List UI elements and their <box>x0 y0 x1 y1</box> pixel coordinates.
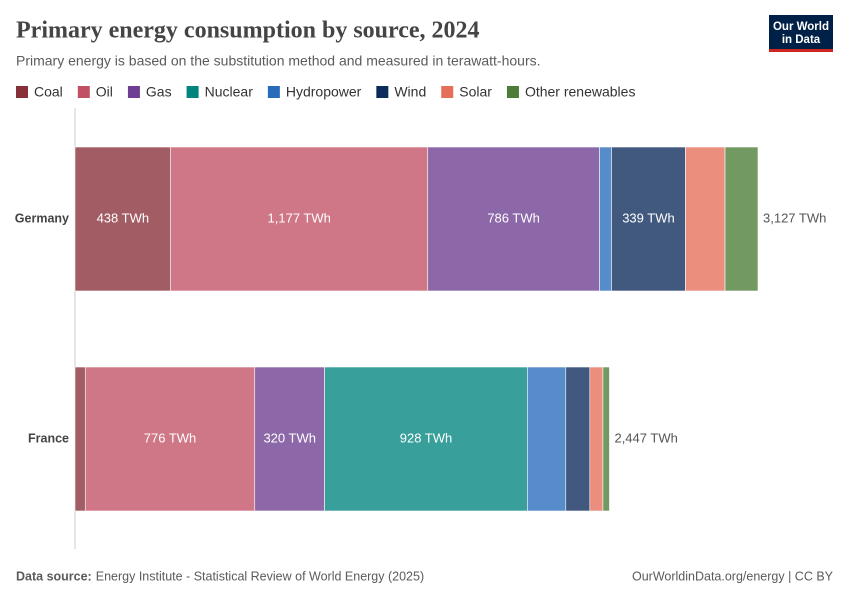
legend-swatch <box>267 86 280 98</box>
bar-segment <box>565 366 591 512</box>
value-label: 776 TWh <box>144 430 197 445</box>
legend-swatch <box>77 86 90 98</box>
legend-label: Coal <box>34 84 63 100</box>
legend-label: Wind <box>394 84 426 100</box>
legend-label: Other renewables <box>525 84 636 100</box>
legend-label: Nuclear <box>205 84 254 100</box>
logo-text[interactable]: Our World <box>773 21 829 33</box>
legend-swatch <box>186 86 199 98</box>
category-label: Germany <box>15 211 69 225</box>
total-label: 3,127 TWh <box>763 210 826 225</box>
source: Energy Institute - Statistical Review of… <box>96 569 424 583</box>
bar-segment <box>724 146 759 292</box>
value-label: 1,177 TWh <box>268 210 331 225</box>
legend-label: Gas <box>146 84 172 100</box>
logo-stripe <box>769 49 833 52</box>
logo[interactable]: Our World in Data <box>769 15 833 52</box>
legend-swatch <box>16 86 28 98</box>
bar-segment <box>589 366 604 512</box>
legend-swatch <box>506 86 519 98</box>
legend-label: Oil <box>96 84 113 100</box>
legend-swatch <box>376 86 389 98</box>
bar-segment <box>602 366 610 512</box>
total-label: 2,447 TWh <box>614 430 677 445</box>
chart-subtitle: Primary energy is based on the substitut… <box>16 53 541 69</box>
legend-swatch <box>441 86 454 98</box>
value-label: 786 TWh <box>487 210 540 225</box>
bar-segment <box>324 366 528 512</box>
credit[interactable]: OurWorldinData.org/energy | CC BY <box>632 569 834 583</box>
bar-segment <box>599 146 612 292</box>
bar-segment <box>254 366 325 512</box>
source-label: Data source: <box>16 569 92 583</box>
legend-swatch <box>127 86 140 98</box>
logo-box[interactable] <box>769 15 833 51</box>
bar-segment <box>74 146 171 292</box>
value-label: 339 TWh <box>622 210 675 225</box>
value-label: 438 TWh <box>97 210 150 225</box>
value-label: 320 TWh <box>263 430 316 445</box>
legend-label: Solar <box>459 84 492 100</box>
bar-segment <box>611 146 686 292</box>
bar-segment <box>170 146 429 292</box>
legend-label: Hydropower <box>286 84 362 100</box>
bar-segment <box>527 366 567 512</box>
bar-segment <box>74 366 86 512</box>
category-label: France <box>28 431 69 445</box>
chart-title: Primary energy consumption by source, 20… <box>16 18 480 44</box>
value-label: 928 TWh <box>400 430 453 445</box>
bar-segment <box>685 146 726 292</box>
bar-segment <box>84 366 256 512</box>
bar-segment <box>427 146 600 292</box>
logo-text[interactable]: in Data <box>782 34 821 46</box>
